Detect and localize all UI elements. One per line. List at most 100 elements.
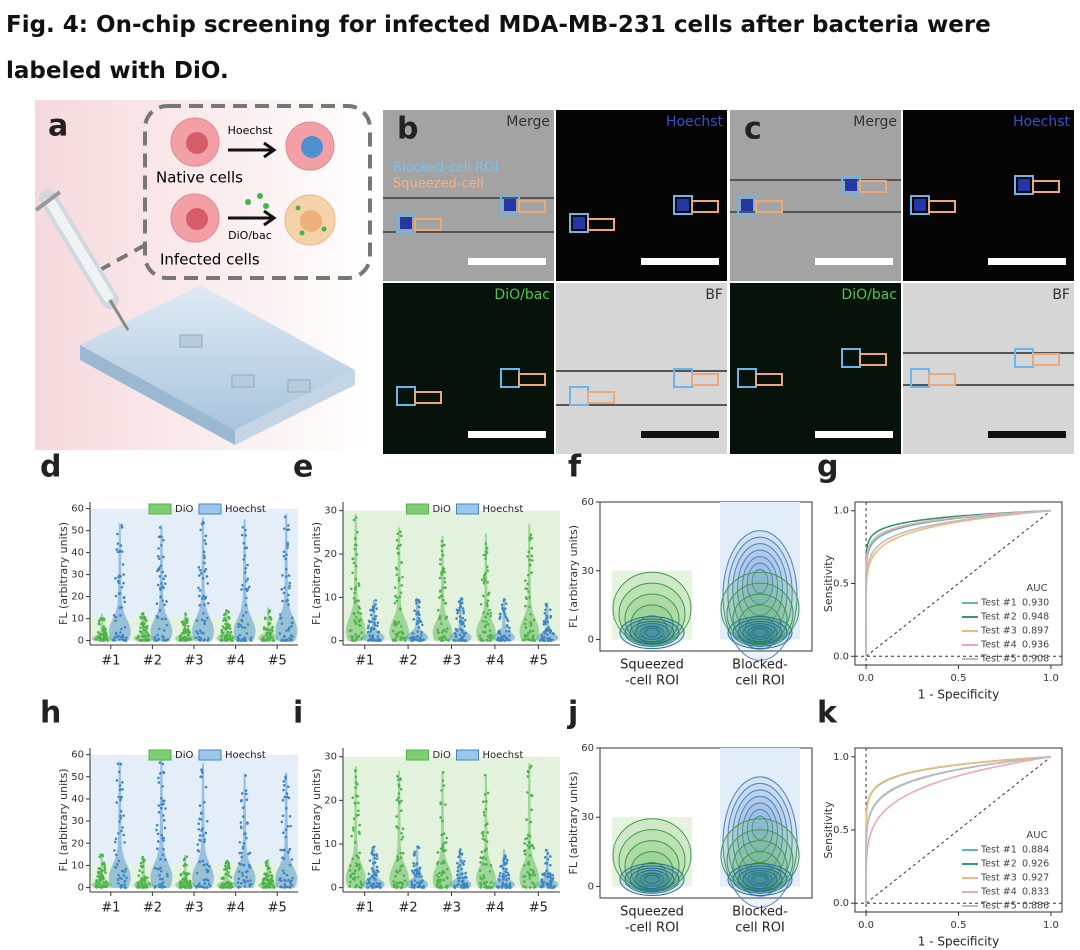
violin-dot xyxy=(366,626,370,630)
violin-dot xyxy=(200,618,204,622)
violin-dot xyxy=(223,616,226,620)
violin-dot xyxy=(413,879,417,882)
violin-dot xyxy=(153,636,157,639)
violin-dot xyxy=(442,567,446,570)
violin-dot xyxy=(197,586,200,590)
violin-dot xyxy=(461,876,465,880)
squeezed-roi xyxy=(587,391,615,404)
violin-dot xyxy=(482,856,485,859)
violin-dot xyxy=(442,598,445,602)
violin-dot xyxy=(418,639,422,642)
violin-dot xyxy=(543,622,547,626)
violin-dot xyxy=(156,569,159,573)
violin-dot xyxy=(118,820,121,823)
violin-dot xyxy=(462,884,465,887)
violin-dot xyxy=(238,840,242,844)
violin-dot xyxy=(181,881,184,884)
violin-dot xyxy=(481,862,485,866)
violin-dot xyxy=(103,638,107,641)
x-tick-label: 0.0 xyxy=(858,920,874,931)
violin-dot xyxy=(462,859,466,863)
violin-dot xyxy=(261,637,265,641)
panel-label: k xyxy=(817,696,838,731)
violin-dot xyxy=(188,630,192,634)
squeezed-roi xyxy=(518,200,546,213)
violin-dot xyxy=(267,878,270,882)
violin-dot xyxy=(356,530,359,534)
violin-dot xyxy=(202,863,206,867)
violin-dot xyxy=(531,629,535,633)
x-tick-label: 1.0 xyxy=(1043,920,1059,931)
violin-dot xyxy=(245,875,248,879)
violin-dot xyxy=(394,636,398,639)
violin-dot xyxy=(498,617,502,620)
y-axis-label: FL (arbitrary units) xyxy=(57,522,70,625)
violin-dot xyxy=(374,878,377,882)
violin-dot xyxy=(437,878,441,882)
violin-dot xyxy=(532,618,536,622)
violin-dot xyxy=(482,874,485,877)
violin-dot xyxy=(230,882,233,885)
violin-dot xyxy=(545,603,549,607)
violin-dot xyxy=(199,818,203,821)
violin-dot xyxy=(121,788,124,791)
violin-dot xyxy=(439,847,443,850)
violin-dot xyxy=(444,849,447,852)
violin-dot xyxy=(530,554,534,558)
violin-dot xyxy=(187,872,191,876)
violin-dot xyxy=(415,622,419,626)
violin-dot xyxy=(359,886,363,889)
violin-dot xyxy=(420,623,424,627)
violin-dot xyxy=(411,639,415,642)
violin-dot xyxy=(243,636,247,639)
violin-dot xyxy=(184,886,187,889)
legend-label: Test #1 xyxy=(980,598,1017,609)
violin-dot xyxy=(443,580,447,584)
violin-dot xyxy=(246,821,249,824)
violin-dot xyxy=(418,636,422,640)
violin-dot xyxy=(157,547,160,550)
violin-dot xyxy=(396,532,400,536)
violin-dot xyxy=(353,543,357,547)
violin-dot xyxy=(485,880,489,884)
violin-dot xyxy=(203,838,206,841)
violin-dot xyxy=(236,635,240,639)
violin-dot xyxy=(243,626,247,630)
x-tick-label: #5 xyxy=(529,901,548,916)
violin-dot xyxy=(400,625,403,628)
violin-dot xyxy=(462,886,466,889)
violin-dot xyxy=(141,871,144,874)
violin-dot xyxy=(246,623,250,626)
violin-dot xyxy=(413,636,416,639)
tile-label: DiO/bac xyxy=(841,287,897,303)
violin-dot xyxy=(374,603,377,606)
violin-dot xyxy=(153,886,157,889)
violin-dot xyxy=(283,878,286,882)
tile-label: Hoechst xyxy=(666,114,724,130)
y-tick-label: 0 xyxy=(78,636,84,647)
violin-dot xyxy=(122,814,125,817)
violin-dot xyxy=(459,859,463,862)
violin-dot xyxy=(489,886,493,889)
violin-dot xyxy=(285,885,289,889)
y-tick-label: 20 xyxy=(324,795,337,806)
x-tick-label: #3 xyxy=(442,901,461,916)
violin-dot xyxy=(439,878,443,881)
violin-dot xyxy=(354,588,357,591)
violin-dot xyxy=(119,544,123,547)
violin-dot xyxy=(412,617,416,621)
violin-dot xyxy=(461,616,465,620)
violin-dot xyxy=(237,625,240,629)
violin-dot xyxy=(552,885,556,888)
violin-dot xyxy=(204,534,208,538)
violin-dot xyxy=(113,849,116,852)
violin-dot xyxy=(546,858,550,861)
violin-dot xyxy=(122,596,126,600)
violin-dot xyxy=(530,571,533,574)
violin-dot xyxy=(356,875,360,879)
violin-dot xyxy=(240,798,243,802)
violin-dot xyxy=(543,856,547,859)
violin-dot xyxy=(371,846,375,850)
violin-dot xyxy=(526,775,530,778)
violin-dot xyxy=(188,879,192,883)
